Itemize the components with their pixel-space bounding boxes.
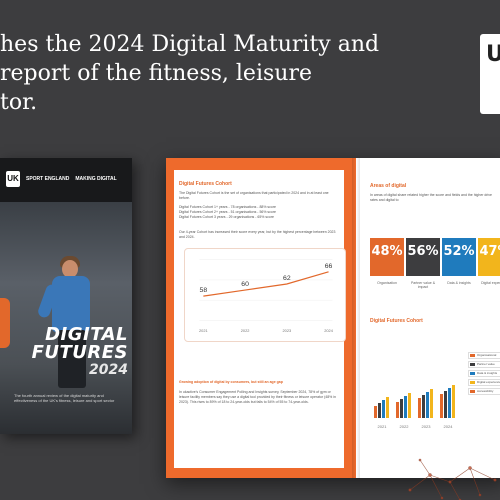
cohort-growth-text: Our 4-year Cohort has increased their sc…	[179, 230, 336, 239]
right-page-intro: In areas of digital share related higher…	[370, 193, 492, 202]
bar	[386, 397, 389, 418]
logo-sport-england: SPORT ENGLAND	[26, 176, 70, 182]
bar	[452, 385, 455, 418]
left-page-heading: Digital Futures Cohort	[179, 181, 232, 187]
report-cover: UK SPORT ENGLAND MAKING DIGITAL	[0, 158, 132, 434]
cover-year: 2024	[89, 362, 128, 378]
cover-subtitle: The fourth annual review of the digital …	[14, 393, 115, 403]
stat-value: 56%	[407, 244, 439, 259]
bar	[382, 400, 385, 418]
stat-value: 48%	[371, 244, 403, 259]
left-section2-heading: Growing adoption of digital by consumers…	[179, 380, 283, 384]
legend-label: Organisational	[477, 353, 497, 357]
legend-label: Digital experience	[477, 380, 500, 384]
legend-label: Partner value	[477, 362, 495, 366]
stat-box: 56%	[406, 238, 440, 276]
x-tick-label: 2024	[324, 328, 334, 333]
data-label: 66	[325, 263, 333, 270]
bar	[422, 395, 425, 418]
legend-swatch	[470, 371, 475, 375]
cohort-line: Digital Futures Cohort 1+ years - 78 org…	[179, 205, 276, 209]
bar	[396, 402, 399, 418]
headline-line-3: tor.	[0, 90, 38, 115]
bar	[374, 406, 377, 418]
stat-caption: Data & insights	[447, 281, 471, 285]
x-tick-label: 2022	[400, 424, 410, 429]
bar	[430, 389, 433, 418]
left-page-intro: The Digital Futures Cohort is the set of…	[179, 191, 329, 200]
bar	[408, 393, 411, 418]
stat-box: 52%	[442, 238, 476, 276]
x-tick-label: 2022	[241, 328, 250, 333]
right-page-heading: Areas of digital	[370, 183, 407, 189]
legend-label: Data & insights	[477, 371, 498, 375]
cohort-lines: Digital Futures Cohort 1+ years - 78 org…	[179, 205, 276, 220]
data-label: 62	[283, 275, 291, 282]
second-runner	[0, 298, 10, 348]
legend-item: Accessibility	[468, 388, 500, 395]
bar	[426, 392, 429, 418]
x-tick-label: 2023	[282, 328, 291, 333]
headline-line-2: report of the fitness, leisure	[0, 61, 312, 86]
bar	[444, 391, 447, 418]
cover-title-line-2: FUTURES	[31, 342, 128, 363]
runner-photo	[0, 202, 132, 434]
cover-title-line-1: DIGITAL	[45, 324, 128, 345]
stat-box: 47%	[478, 238, 500, 276]
bar	[418, 398, 421, 418]
page-headline: hes the 2024 Digital Maturity and report…	[0, 30, 379, 117]
bar	[440, 394, 443, 418]
left-section2-text: In ukactive's Consumer Engagement Pollin…	[179, 390, 336, 404]
stat-value: 47%	[479, 244, 500, 259]
stat-caption: Digital experience	[481, 281, 500, 285]
bar	[448, 388, 451, 418]
right-page-heading-2: Digital Futures Cohort	[370, 318, 423, 324]
legend-item: Organisational	[468, 352, 500, 359]
cover-title: DIGITAL FUTURES	[10, 326, 128, 362]
bar	[404, 396, 407, 418]
legend-item: Data & insights	[468, 370, 500, 377]
stat-caption: Organisation	[377, 281, 397, 285]
series-line	[203, 271, 329, 297]
legend-swatch	[470, 389, 475, 393]
x-tick-label: 2021	[199, 328, 208, 333]
cohort-line: Digital Futures Cohort 2+ years - 51 org…	[179, 210, 276, 214]
bar	[400, 399, 403, 418]
logo-uk: UK	[6, 171, 20, 187]
legend-label: Accessibility	[477, 389, 494, 393]
stat-box: 48%	[370, 238, 404, 276]
legend-item: Partner value	[468, 361, 500, 368]
x-tick-label: 2023	[422, 424, 432, 429]
brand-mark-letter: U	[486, 42, 500, 67]
logo-making-digital: MAKING DIGITAL	[75, 176, 117, 182]
data-label: 60	[241, 281, 249, 288]
stat-caption: Partner value & impact	[410, 281, 436, 289]
legend-item: Digital experience	[468, 379, 500, 386]
cover-logos: UK SPORT ENGLAND MAKING DIGITAL	[6, 168, 126, 190]
legend-swatch	[470, 362, 475, 366]
right-bar-chart: 2021 2022 2023 2024	[374, 385, 455, 429]
runner-figure	[36, 256, 96, 390]
data-label: 58	[200, 287, 208, 294]
x-tick-label: 2024	[444, 424, 454, 429]
line-chart: 58 2021 60 2022 62 2023 66 2024	[199, 259, 334, 333]
network-decoration	[408, 458, 497, 500]
x-tick-label: 2021	[378, 424, 388, 429]
stat-value: 52%	[443, 244, 475, 259]
legend-swatch	[470, 380, 475, 384]
cohort-line: Digital Futures Cohort 3 years - 29 orga…	[179, 215, 274, 219]
bar	[378, 403, 381, 418]
legend-swatch	[470, 353, 475, 357]
headline-line-1: hes the 2024 Digital Maturity and	[0, 32, 380, 57]
brand-mark: U	[480, 34, 500, 114]
right-page	[356, 158, 500, 478]
